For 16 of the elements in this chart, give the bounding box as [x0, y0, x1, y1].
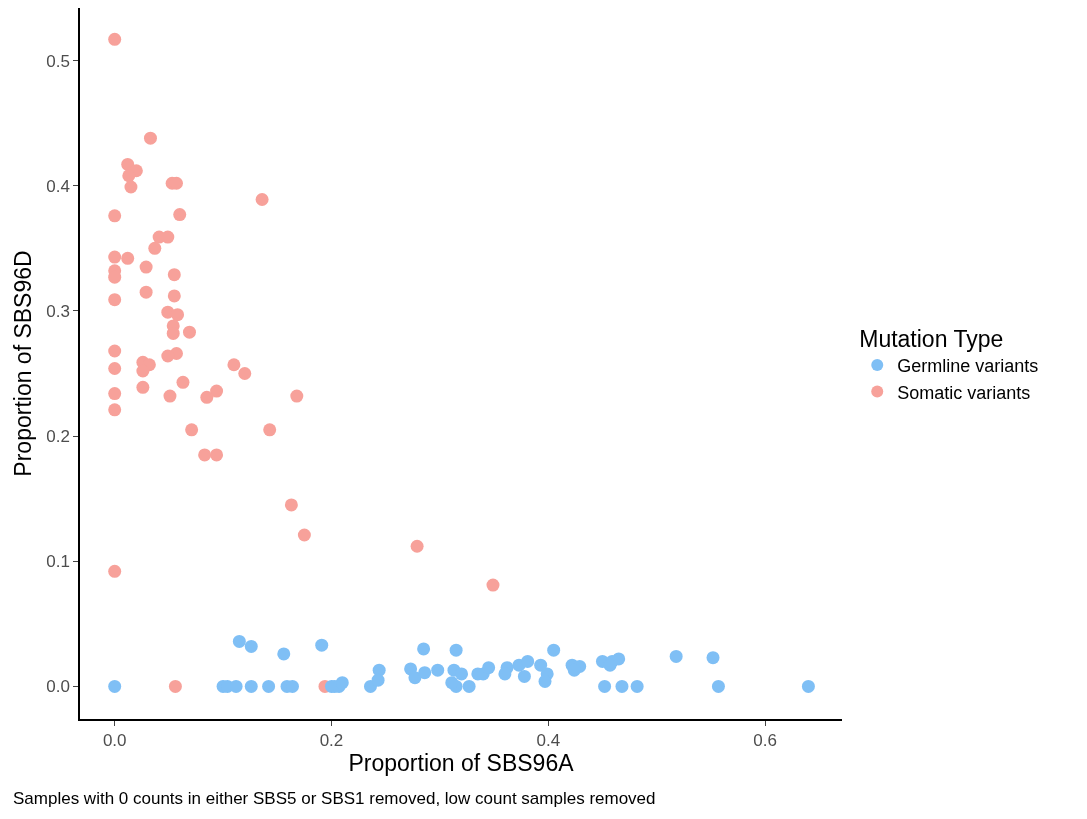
x-tick-label: 0.4: [536, 731, 561, 751]
legend-label: Somatic variants: [897, 382, 1031, 403]
legend-title: Mutation Type: [859, 325, 1004, 352]
x-tick-label: 0.6: [753, 731, 777, 751]
y-tick-label: 0.2: [46, 427, 70, 447]
x-axis-title: Proportion of SBS96A: [348, 750, 575, 777]
x-tick-label: 0.0: [102, 731, 127, 751]
legend-label: Germline variants: [897, 356, 1039, 377]
text: Samples with 0 counts in either SBS5 or SBS1 removed, low count samples removed: [13, 789, 656, 808]
x-tick-label: 0.2: [319, 731, 344, 751]
y-tick-label: 0.3: [46, 301, 70, 321]
y-axis-title: Proportion of SBS96D: [10, 250, 37, 477]
y-tick-label: 0.4: [46, 176, 70, 196]
y-tick-label: 0.0: [46, 677, 70, 697]
y-tick-label: 0.1: [46, 552, 70, 572]
y-tick-label: 0.5: [46, 51, 70, 71]
